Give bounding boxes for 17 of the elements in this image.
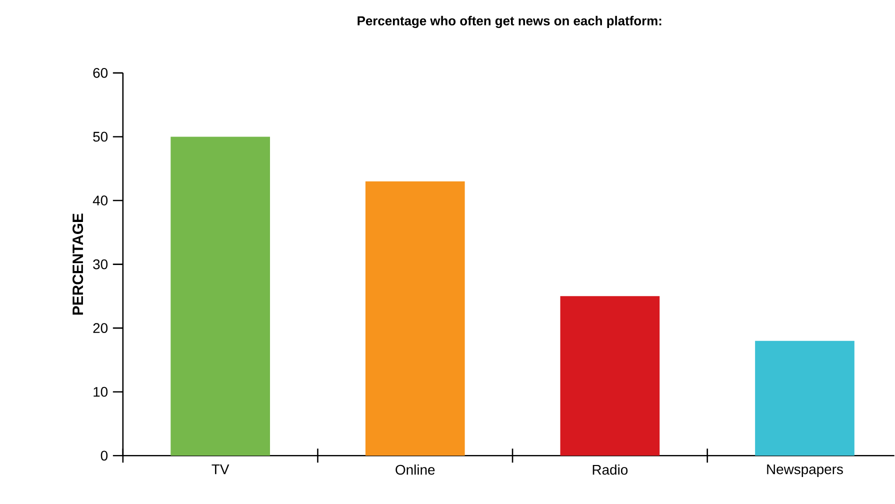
y-tick-label: 10 (94, 387, 108, 397)
x-tick-label: Newspapers (767, 464, 843, 478)
y-tick-label: 40 (92, 196, 108, 206)
y-tick-label: 0 (100, 450, 108, 461)
y-tick-label: 60 (93, 68, 108, 78)
y-tick-label: 30 (93, 260, 108, 270)
bar (755, 341, 854, 456)
bar (365, 182, 465, 456)
y-axis-title: PERCENTAGE (72, 214, 84, 315)
x-tick-label: TV (212, 464, 230, 474)
y-tick-label: 20 (93, 323, 108, 334)
x-tick-label: Online (396, 464, 435, 475)
chart-title: Percentage who often get news on each platform: (358, 16, 662, 28)
x-tick-label: Radio (592, 464, 628, 475)
y-tick-label: 50 (93, 132, 108, 142)
bar (560, 296, 660, 456)
bar (170, 136, 270, 456)
